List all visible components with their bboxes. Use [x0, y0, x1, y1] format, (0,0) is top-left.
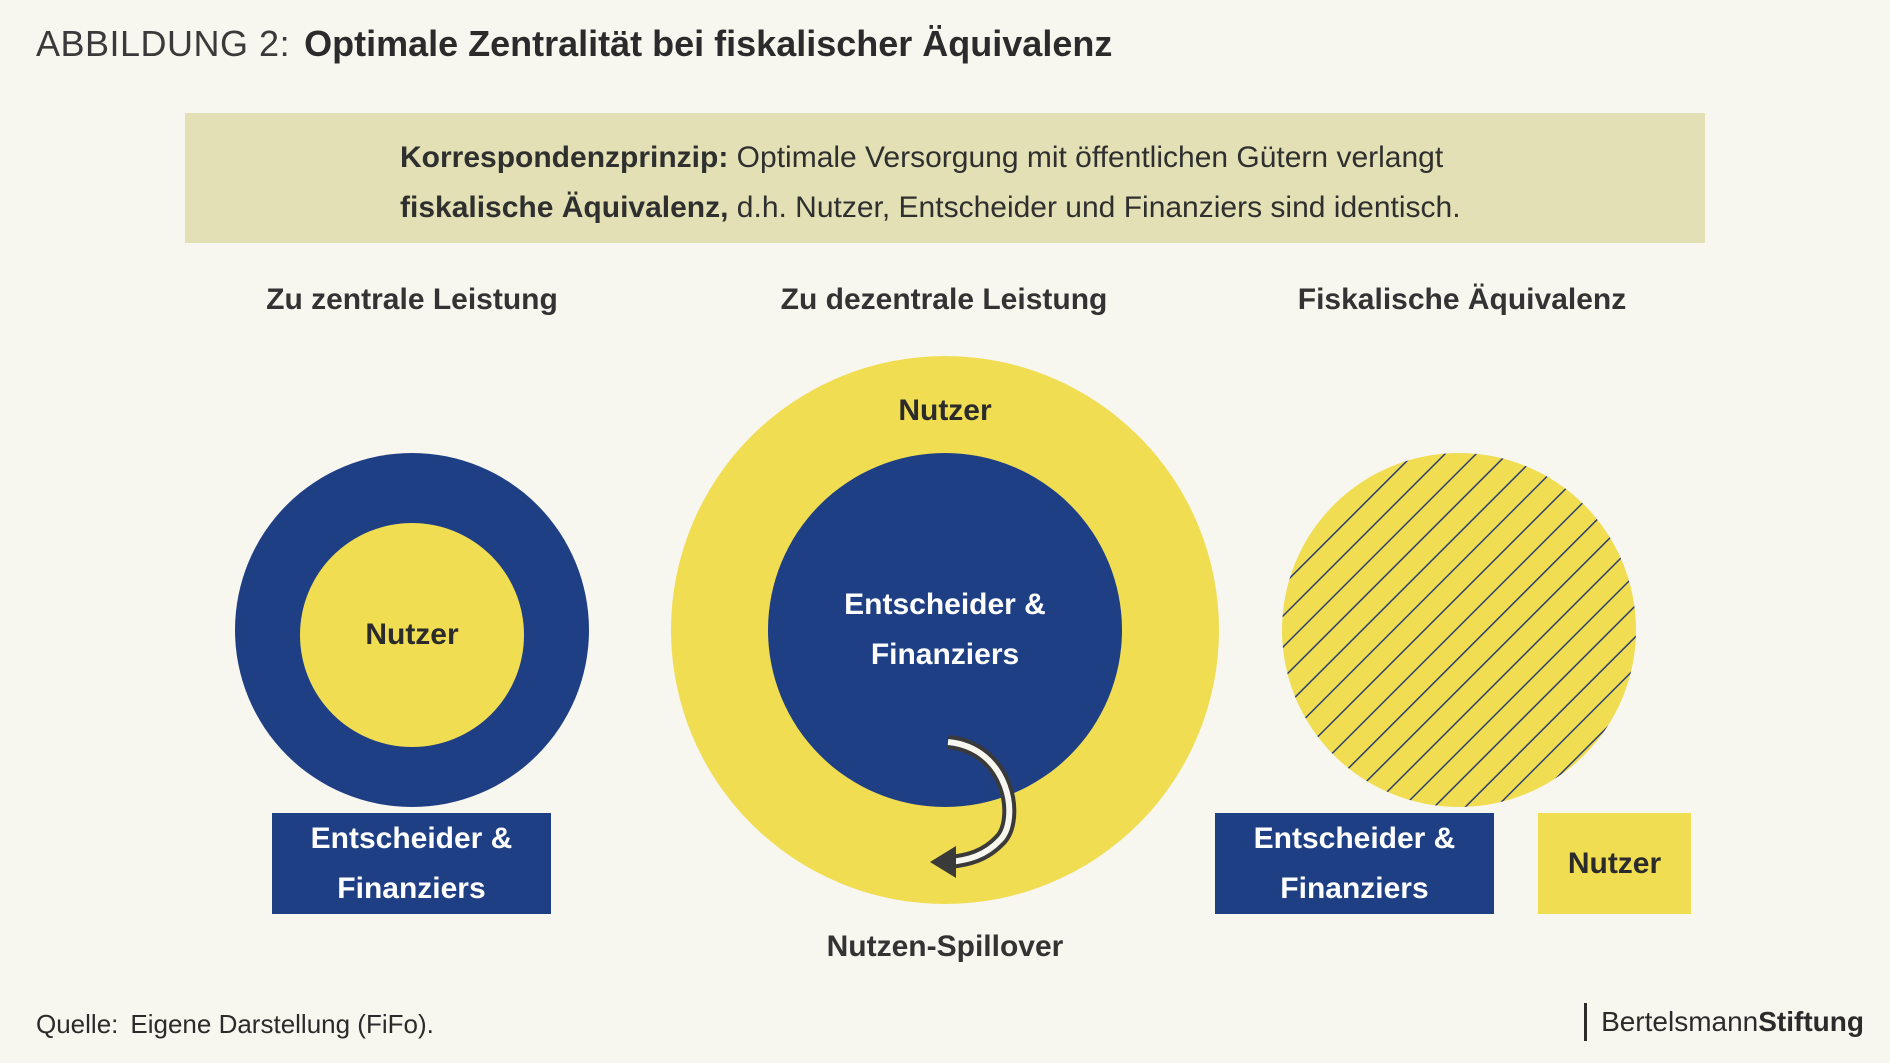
column-title-central: Zu zentrale Leistung [266, 283, 558, 316]
central-box-line-1: Entscheider & [310, 821, 513, 855]
decentral-label-line-1: Entscheider & [844, 588, 1046, 621]
spillover-label: Nutzen-Spillover [826, 930, 1064, 963]
brand-logo: Bertelsmann Stiftung [1584, 1002, 1864, 1042]
column-title-decentral: Zu dezentrale Leistung [780, 283, 1108, 316]
decentral-label-line-2: Finanziers [870, 638, 1020, 671]
principle-line-2-text: d.h. Nutzer, Entscheider und Finanziers … [728, 191, 1461, 224]
principle-line-1: Korrespondenzprinzip: Optimale Versorgun… [400, 133, 1461, 183]
decision-finance-inner-circle [768, 453, 1122, 807]
figure-heading: Optimale Zentralität bei fiskalischer Äq… [304, 23, 1113, 64]
equivalence-box-line-1: Entscheider & [1253, 821, 1456, 855]
figure-number: ABBILDUNG 2: [36, 23, 291, 64]
principle-term: Korrespondenzprinzip: [400, 141, 729, 174]
equivalence-box-line-2: Finanziers [1280, 871, 1429, 905]
brand-divider [1584, 1003, 1588, 1041]
brand-name-part-1: Bertelsmann [1601, 1006, 1759, 1037]
decentral-user-label: Nutzer [898, 394, 992, 427]
equivalence-user-box: Nutzer [1538, 813, 1691, 914]
source-label: Quelle: [36, 1009, 119, 1039]
spillover-arrow-inner [947, 739, 1013, 865]
principle-line-2-term: fiskalische Äquivalenz, [400, 191, 729, 224]
principle-line-1-text: Optimale Versorgung mit öffentlichen Güt… [728, 141, 1444, 174]
equivalence-hatched-circle [1282, 453, 1636, 807]
source-text: Eigene Darstellung (FiFo). [130, 1009, 434, 1039]
spillover-arrow-head [930, 846, 956, 878]
figure-title: ABBILDUNG 2: Optimale Zentralität bei fis… [36, 22, 1112, 66]
central-decision-finance-box: Entscheider & Finanziers [272, 813, 551, 914]
brand-name-part-2: Stiftung [1758, 1006, 1864, 1037]
column-title-equivalence: Fiskalische Äquivalenz [1297, 283, 1627, 316]
principle-box: Korrespondenzprinzip: Optimale Versorgun… [185, 113, 1705, 243]
central-box-line-2: Finanziers [337, 871, 486, 905]
decentral-decision-finance-label: Entscheider & Finanziers [795, 580, 1095, 680]
user-inner-circle [300, 523, 524, 747]
principle-line-2: fiskalische Äquivalenz, d.h. Nutzer, Ent… [400, 183, 1461, 233]
equivalence-decision-finance-box: Entscheider & Finanziers [1215, 813, 1494, 914]
source-note: Quelle: Eigene Darstellung (FiFo). [36, 1006, 434, 1042]
central-user-label: Nutzer [365, 618, 459, 651]
